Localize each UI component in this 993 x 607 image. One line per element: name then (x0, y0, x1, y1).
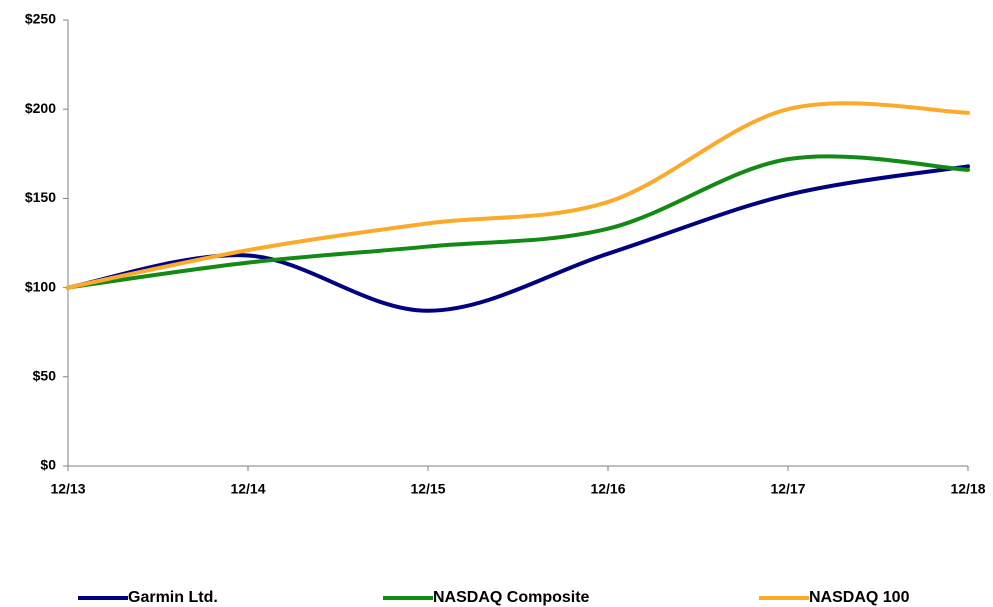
x-tick-label: 12/13 (50, 481, 85, 497)
series-line (66, 101, 970, 290)
y-tick-label: $200 (25, 100, 56, 116)
x-tick-label: 12/16 (590, 481, 625, 497)
y-tick-label: $250 (25, 11, 56, 27)
series-line (66, 164, 970, 313)
x-tick-label: 12/14 (230, 481, 265, 497)
y-tick-label: $50 (33, 368, 57, 384)
y-tick-label: $0 (40, 457, 56, 473)
legend-label: NASDAQ 100 (809, 589, 910, 606)
y-tick-label: $150 (25, 189, 56, 205)
legend-label: NASDAQ Composite (433, 589, 590, 606)
legend-label: Garmin Ltd. (128, 589, 218, 606)
x-tick-label: 12/18 (950, 481, 985, 497)
x-tick-label: 12/17 (770, 481, 805, 497)
series-line (66, 154, 970, 290)
x-tick-label: 12/15 (410, 481, 445, 497)
y-tick-label: $100 (25, 278, 56, 294)
